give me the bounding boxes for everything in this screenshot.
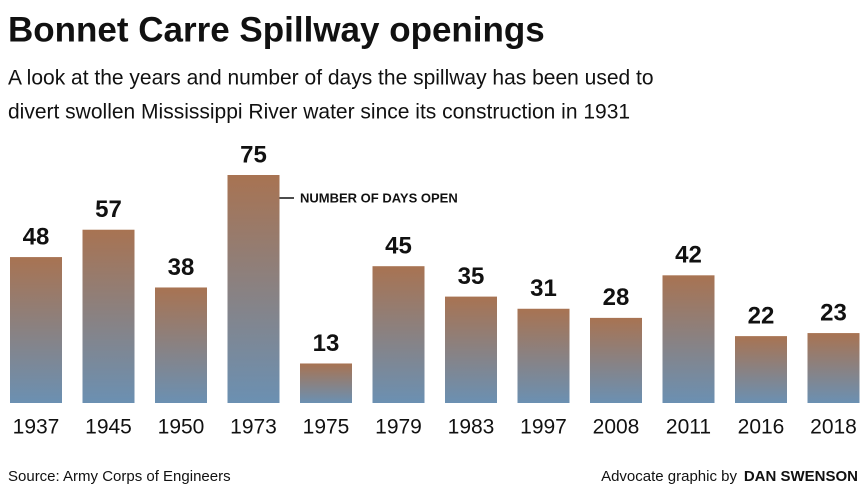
bar [590, 317, 642, 403]
chart-title: Bonnet Carre Spillway openings [8, 10, 545, 49]
subtitle-line: A look at the years and number of days t… [8, 67, 654, 90]
bar [227, 175, 280, 403]
value-label: 42 [675, 242, 702, 269]
x-tick-label: 1950 [158, 416, 205, 439]
value-label: 75 [240, 141, 267, 168]
x-tick-label: 1975 [303, 416, 350, 439]
value-label: 38 [168, 254, 195, 281]
x-tick-label: 1997 [520, 416, 567, 439]
value-label: 23 [820, 299, 847, 326]
value-label: 48 [23, 223, 50, 250]
x-tick-label: 1945 [85, 416, 132, 439]
value-label: 28 [603, 284, 630, 311]
credit: Advocate graphic by [601, 468, 737, 485]
value-label: 22 [748, 302, 775, 329]
bar [735, 336, 787, 403]
bar [300, 363, 352, 403]
bar [807, 333, 860, 403]
x-tick-label: 2018 [810, 416, 857, 439]
x-tick-label: 2011 [666, 416, 711, 439]
author: DAN SWENSON [744, 468, 858, 485]
value-label: 35 [458, 263, 485, 290]
source: Source: Army Corps of Engineers [8, 468, 231, 485]
value-label: 45 [385, 233, 412, 260]
bar [445, 296, 497, 403]
value-label: 57 [95, 196, 122, 223]
bar [155, 287, 207, 403]
x-tick-label: 1937 [13, 416, 60, 439]
bar [372, 266, 425, 403]
bar [662, 275, 715, 403]
x-tick-label: 2008 [593, 416, 640, 439]
value-label: 31 [530, 275, 557, 302]
value-label: 13 [313, 330, 340, 357]
bar [82, 229, 135, 403]
annotation: NUMBER OF DAYS OPEN [300, 190, 458, 205]
bar [517, 308, 570, 403]
x-tick-label: 1983 [448, 416, 495, 439]
subtitle-line: divert swollen Mississippi River water s… [8, 101, 630, 124]
x-tick-label: 1979 [375, 416, 422, 439]
x-tick-label: 1973 [230, 416, 277, 439]
x-tick-label: 2016 [738, 416, 785, 439]
bar [10, 257, 62, 403]
